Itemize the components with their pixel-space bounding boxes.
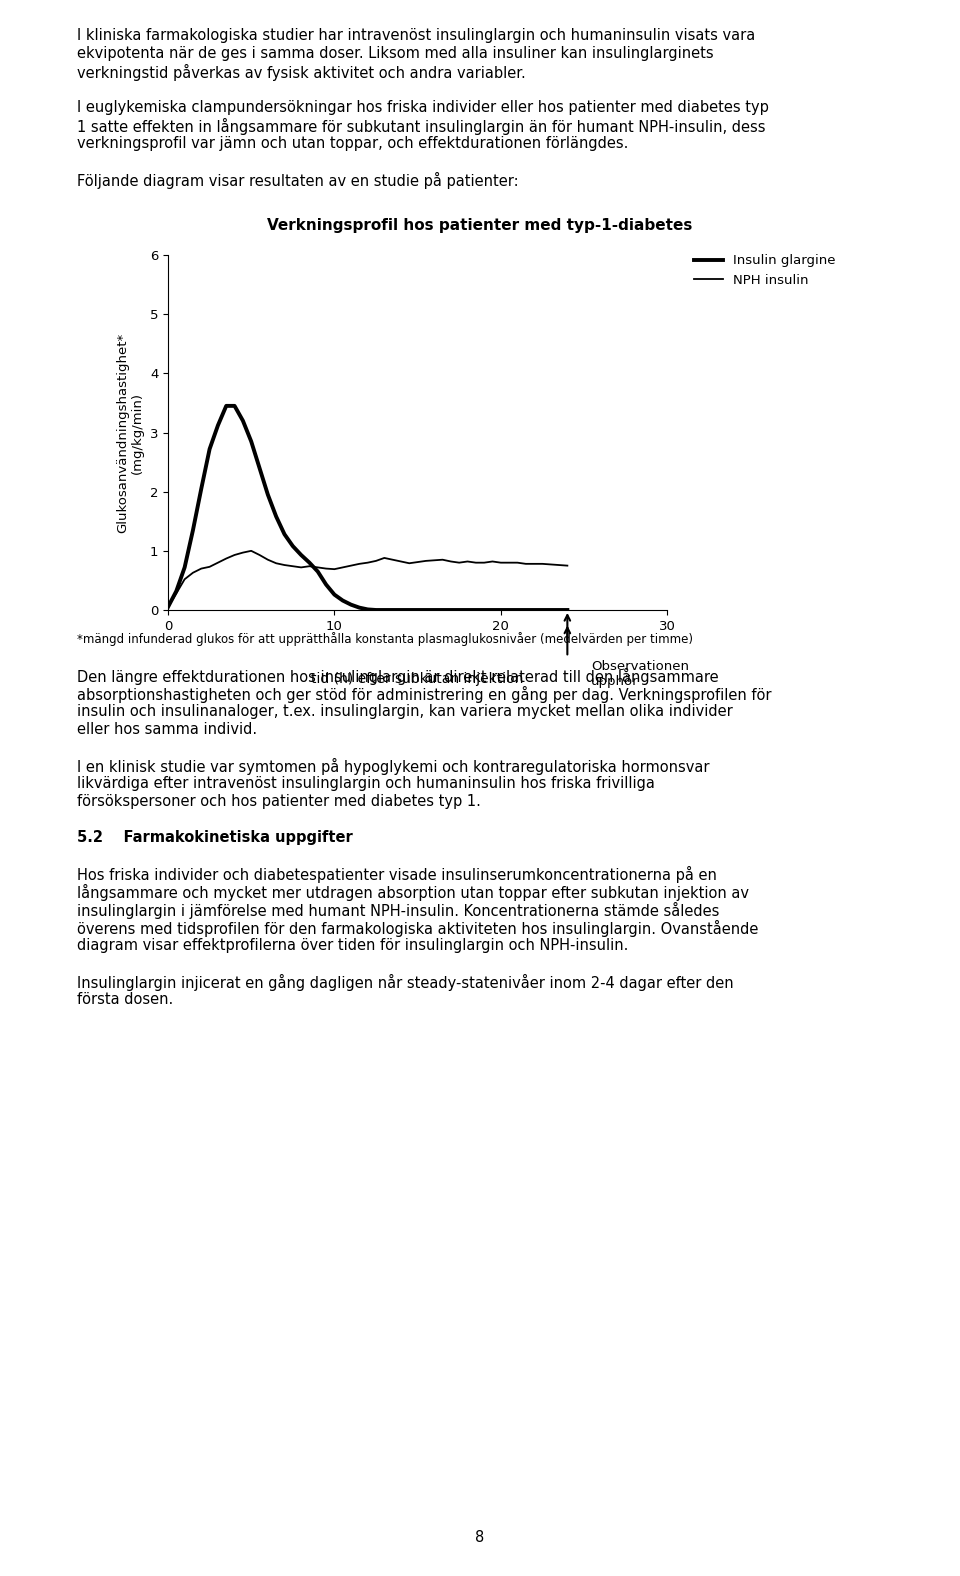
Text: eller hos samma individ.: eller hos samma individ. <box>77 722 257 738</box>
Text: ekvipotenta när de ges i samma doser. Liksom med alla insuliner kan insulinglarg: ekvipotenta när de ges i samma doser. Li… <box>77 46 713 61</box>
Text: försökspersoner och hos patienter med diabetes typ 1.: försökspersoner och hos patienter med di… <box>77 794 481 808</box>
Text: långsammare och mycket mer utdragen absorption utan toppar efter subkutan injekt: långsammare och mycket mer utdragen abso… <box>77 884 749 901</box>
Text: överens med tidsprofilen för den farmakologiska aktiviteten hos insulinglargin. : överens med tidsprofilen för den farmako… <box>77 920 758 938</box>
Text: 8: 8 <box>475 1530 485 1544</box>
Text: Hos friska individer och diabetespatienter visade insulinserumkoncentrationerna : Hos friska individer och diabetespatient… <box>77 865 717 883</box>
Text: Verkningsprofil hos patienter med typ-1-diabetes: Verkningsprofil hos patienter med typ-1-… <box>267 217 693 233</box>
Legend: Insulin glargine, NPH insulin: Insulin glargine, NPH insulin <box>694 254 836 287</box>
Text: Följande diagram visar resultaten av en studie på patienter:: Följande diagram visar resultaten av en … <box>77 172 518 189</box>
Text: 1 satte effekten in långsammare för subkutant insulinglargin än för humant NPH-i: 1 satte effekten in långsammare för subk… <box>77 118 765 136</box>
Text: Insulinglargin injicerat en gång dagligen når steady-statenivåer inom 2-4 dagar : Insulinglargin injicerat en gång daglige… <box>77 974 733 991</box>
Text: *mängd infunderad glukos för att upprätthålla konstanta plasmaglukosnivåer (mede: *mängd infunderad glukos för att upprätt… <box>77 632 693 646</box>
Text: insulin och insulinanaloger, t.ex. insulinglargin, kan variera mycket mellan oli: insulin och insulinanaloger, t.ex. insul… <box>77 704 732 719</box>
Text: I en klinisk studie var symtomen på hypoglykemi och kontraregulatoriska hormonsv: I en klinisk studie var symtomen på hypo… <box>77 758 709 775</box>
Text: verkningsprofil var jämn och utan toppar, och effektdurationen förlängdes.: verkningsprofil var jämn och utan toppar… <box>77 136 628 151</box>
Text: Observationen
upphör: Observationen upphör <box>591 660 689 689</box>
Text: Den längre effektdurationen hos insulinglargin är direkt relaterad till den lång: Den längre effektdurationen hos insuling… <box>77 668 718 686</box>
Text: första dosen.: första dosen. <box>77 991 173 1007</box>
Text: absorptionshastigheten och ger stöd för administrering en gång per dag. Verkning: absorptionshastigheten och ger stöd för … <box>77 686 771 703</box>
X-axis label: tid (h) efter subkutan injektion: tid (h) efter subkutan injektion <box>311 671 524 686</box>
Text: I euglykemiska clampundersökningar hos friska individer eller hos patienter med : I euglykemiska clampundersökningar hos f… <box>77 99 769 115</box>
Text: verkningstid påverkas av fysisk aktivitet och andra variabler.: verkningstid påverkas av fysisk aktivite… <box>77 65 525 80</box>
Text: insulinglargin i jämförelse med humant NPH-insulin. Koncentrationerna stämde sål: insulinglargin i jämförelse med humant N… <box>77 901 719 919</box>
Text: likvärdiga efter intravenöst insulinglargin och humaninsulin hos friska frivilli: likvärdiga efter intravenöst insulinglar… <box>77 775 655 791</box>
Text: I kliniska farmakologiska studier har intravenöst insulinglargin och humaninsuli: I kliniska farmakologiska studier har in… <box>77 28 756 43</box>
Text: 5.2    Farmakokinetiska uppgifter: 5.2 Farmakokinetiska uppgifter <box>77 831 352 845</box>
Y-axis label: Glukosanvändningshastighet*
(mg/kg/min): Glukosanvändningshastighet* (mg/kg/min) <box>116 333 144 533</box>
Text: diagram visar effektprofilerna över tiden för insulinglargin och NPH-insulin.: diagram visar effektprofilerna över tide… <box>77 938 628 953</box>
